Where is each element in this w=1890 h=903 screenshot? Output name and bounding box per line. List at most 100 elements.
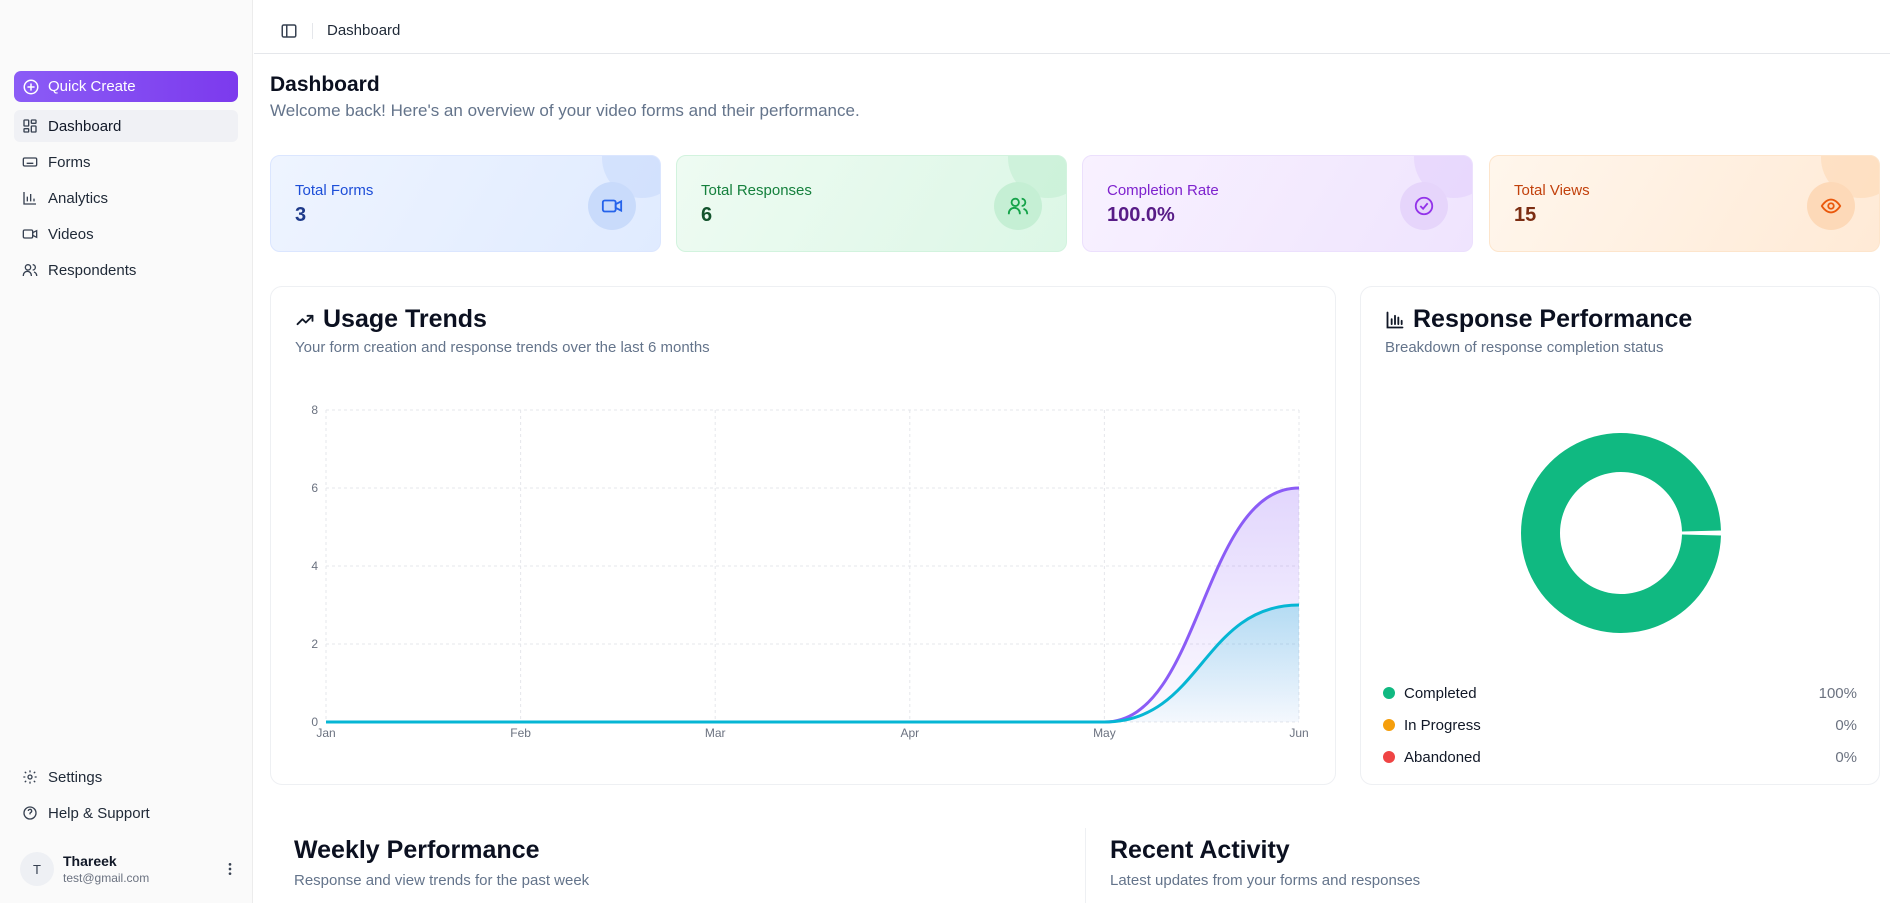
- recent-activity-title: Recent Activity: [1110, 836, 1290, 864]
- sidebar-item-settings[interactable]: Settings: [14, 761, 238, 793]
- sidebar-item-label: Forms: [48, 153, 91, 171]
- stat-card-total-responses: Total Responses 6: [676, 155, 1067, 252]
- user-email: test@gmail.com: [63, 871, 150, 885]
- sidebar-item-dashboard[interactable]: Dashboard: [14, 110, 238, 142]
- page-title: Dashboard: [270, 73, 380, 96]
- panel-title-text: Usage Trends: [323, 305, 487, 333]
- video-icon: [588, 182, 636, 230]
- stat-label: Total Forms: [295, 182, 374, 199]
- legend-label: Abandoned: [1404, 748, 1481, 766]
- more-vertical-icon[interactable]: [220, 859, 240, 879]
- sidebar-toggle-icon[interactable]: [280, 22, 298, 40]
- eye-icon: [1807, 182, 1855, 230]
- legend-label: Completed: [1404, 684, 1477, 702]
- stat-card-total-views: Total Views 15: [1489, 155, 1880, 252]
- stat-label: Total Responses: [701, 182, 812, 199]
- x-tick-label: Apr: [900, 726, 919, 740]
- legend-percent: 100%: [1818, 684, 1857, 702]
- legend-dot: [1383, 719, 1395, 731]
- legend-percent: 0%: [1835, 748, 1857, 766]
- gear-icon: [22, 769, 38, 785]
- video-icon: [22, 226, 38, 242]
- x-tick-label: Jun: [1289, 726, 1308, 740]
- legend-item-abandoned: Abandoned 0%: [1383, 741, 1857, 773]
- sidebar-item-label: Respondents: [48, 261, 137, 279]
- weekly-performance-title: Weekly Performance: [294, 836, 540, 864]
- sidebar-item-label: Help & Support: [48, 804, 150, 822]
- quick-create-label: Quick Create: [48, 78, 136, 95]
- y-tick-label: 8: [311, 403, 318, 417]
- series-line: [326, 486, 1300, 724]
- check-circle-icon: [1400, 182, 1448, 230]
- sidebar-bottom-nav: Settings Help & Support: [14, 761, 238, 833]
- plus-circle-icon: [22, 78, 40, 96]
- panel-title: Response Performance: [1385, 305, 1692, 334]
- legend-item-in-progress: In Progress 0%: [1383, 709, 1857, 741]
- sidebar-item-label: Videos: [48, 225, 94, 243]
- stat-card-completion-rate: Completion Rate 100.0%: [1082, 155, 1473, 252]
- response-performance-donut: [1521, 433, 1721, 633]
- usage-trends-panel: Usage Trends Your form creation and resp…: [270, 286, 1336, 785]
- stat-value: 100.0%: [1107, 204, 1175, 226]
- donut-legend: Completed 100% In Progress 0% Abandoned …: [1383, 677, 1857, 773]
- legend-percent: 0%: [1835, 716, 1857, 734]
- y-tick-label: 6: [311, 481, 318, 495]
- y-tick-label: 4: [311, 559, 318, 573]
- legend-dot: [1383, 687, 1395, 699]
- x-tick-label: Jan: [316, 726, 335, 740]
- sidebar-item-respondents[interactable]: Respondents: [14, 254, 238, 286]
- breadcrumb: Dashboard: [327, 22, 401, 39]
- quick-create-button[interactable]: Quick Create: [14, 71, 238, 102]
- sidebar-item-videos[interactable]: Videos: [14, 218, 238, 250]
- x-tick-label: Feb: [510, 726, 531, 740]
- weekly-performance-subtitle: Response and view trends for the past we…: [294, 872, 590, 889]
- stat-value: 15: [1514, 204, 1537, 226]
- stat-label: Completion Rate: [1107, 182, 1219, 199]
- users-icon: [994, 182, 1042, 230]
- stat-value: 6: [701, 204, 713, 226]
- donut-slice: [1521, 433, 1721, 633]
- legend-item-completed: Completed 100%: [1383, 677, 1857, 709]
- usage-trends-chart: 0 2 4 6 8 Jan Feb Mar Apr May Jun: [311, 403, 1308, 740]
- x-tick-label: May: [1093, 726, 1116, 740]
- forms-icon: [22, 154, 38, 170]
- analytics-icon: [22, 190, 38, 206]
- panel-subtitle: Your form creation and response trends o…: [295, 339, 710, 356]
- users-icon: [22, 262, 38, 278]
- sidebar-item-label: Settings: [48, 768, 103, 786]
- series-area: [326, 488, 1299, 722]
- x-tick-label: Mar: [705, 726, 726, 740]
- panel-subtitle: Breakdown of response completion status: [1385, 339, 1664, 356]
- stat-card-total-forms: Total Forms 3: [270, 155, 661, 252]
- section-divider: [1085, 828, 1086, 903]
- topbar: Dashboard: [254, 8, 1890, 54]
- page-subtitle: Welcome back! Here's an overview of your…: [270, 101, 860, 120]
- panel-title: Usage Trends: [295, 305, 487, 334]
- sidebar-item-label: Dashboard: [48, 117, 122, 135]
- user-name: Thareek: [63, 853, 117, 869]
- divider: [312, 22, 313, 39]
- stat-label: Total Views: [1514, 182, 1590, 199]
- series-area: [326, 605, 1299, 722]
- user-profile[interactable]: T Thareek test@gmail.com: [20, 849, 240, 889]
- panel-title-text: Response Performance: [1413, 305, 1693, 333]
- legend-dot: [1383, 751, 1395, 763]
- recent-activity-subtitle: Latest updates from your forms and respo…: [1110, 872, 1421, 889]
- sidebar-item-help[interactable]: Help & Support: [14, 797, 238, 829]
- stat-value: 3: [295, 204, 307, 226]
- legend-label: In Progress: [1404, 716, 1481, 734]
- avatar: T: [20, 852, 54, 886]
- dashboard-icon: [22, 118, 38, 134]
- sidebar-item-label: Analytics: [48, 189, 109, 207]
- y-tick-label: 2: [311, 637, 318, 651]
- sidebar-item-analytics[interactable]: Analytics: [14, 182, 238, 214]
- sidebar-item-forms[interactable]: Forms: [14, 146, 238, 178]
- trending-up-icon: [295, 310, 315, 330]
- help-icon: [22, 805, 38, 821]
- sidebar: Quick Create Dashboard Forms Analytics: [0, 0, 253, 903]
- sidebar-nav: Dashboard Forms Analytics Videos: [14, 110, 238, 290]
- bar-chart-icon: [1385, 310, 1405, 330]
- response-performance-panel: Response Performance Breakdown of respon…: [1360, 286, 1880, 785]
- y-tick-label: 0: [311, 715, 318, 729]
